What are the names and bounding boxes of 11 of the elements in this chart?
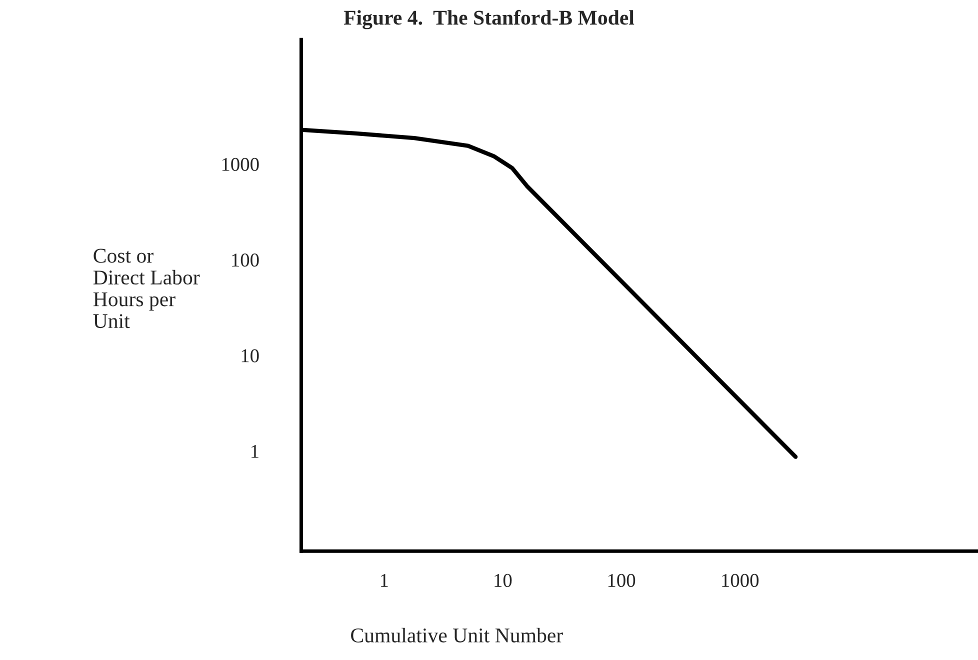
x-tick-label: 10 [494,574,512,588]
y-tick-label: 1 [252,444,258,458]
y-tick-label: 1000 [222,158,259,171]
y-tick-label: 100 [232,254,259,267]
x-tick-label: 1000 [722,574,759,588]
chart-title: Figure 4. The Stanford-B Model [344,10,634,30]
y-axis-title: Cost or Direct Labor Hours per Unit [93,248,200,328]
y-tick-label: 10 [242,349,259,362]
x-tick-label: 1 [380,574,388,587]
x-tick-label: 100 [608,574,636,588]
x-axis-title: Cumulative Unit Number [351,628,563,642]
